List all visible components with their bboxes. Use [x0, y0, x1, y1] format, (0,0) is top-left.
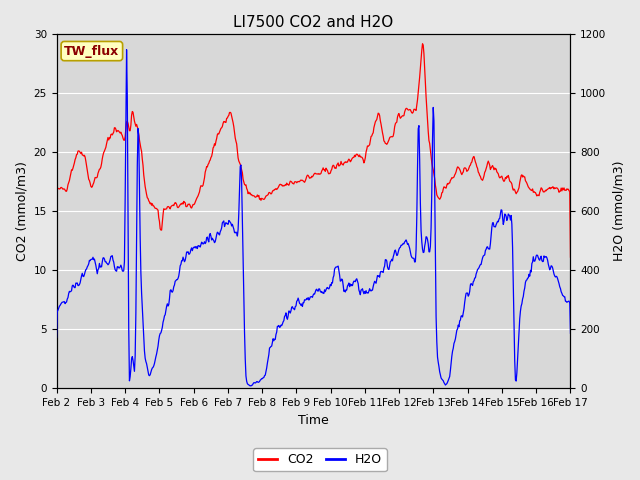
Legend: CO2, H2O: CO2, H2O	[253, 448, 387, 471]
Y-axis label: CO2 (mmol/m3): CO2 (mmol/m3)	[15, 161, 28, 261]
Y-axis label: H2O (mmol/m3): H2O (mmol/m3)	[612, 161, 625, 262]
Text: TW_flux: TW_flux	[64, 45, 120, 58]
X-axis label: Time: Time	[298, 414, 329, 427]
Title: LI7500 CO2 and H2O: LI7500 CO2 and H2O	[234, 15, 394, 30]
